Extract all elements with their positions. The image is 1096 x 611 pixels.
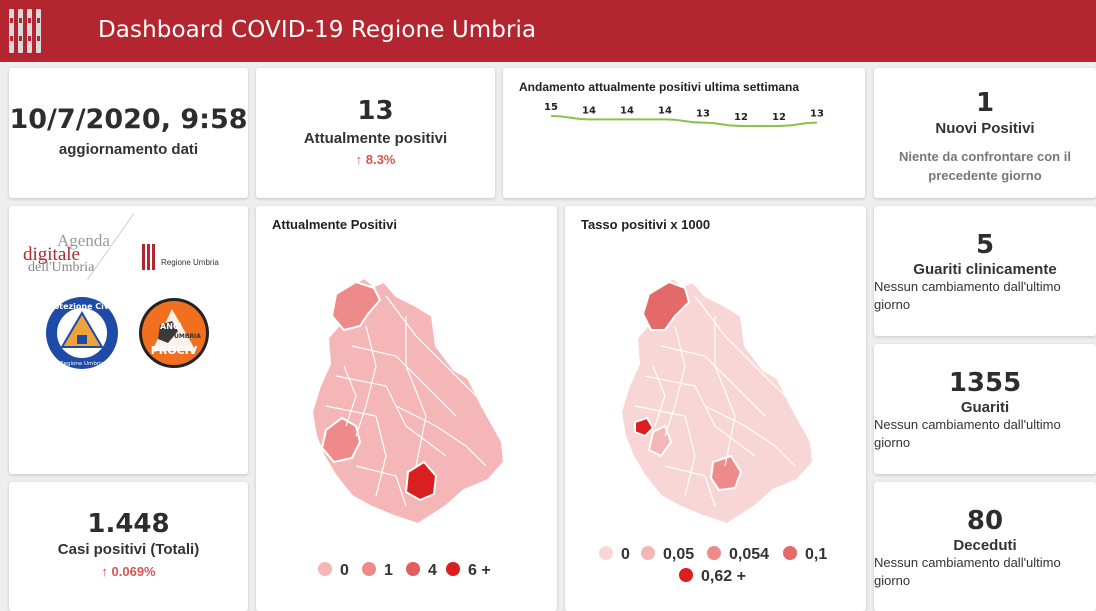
protezione-regione-text: Regione Umbria (60, 361, 104, 367)
map-positivi-card: Attualmente Positivi 0 1 4 6 + (256, 206, 557, 611)
legend-item: 0,054 (707, 546, 769, 564)
totali-label: Casi positivi (Totali) (57, 541, 200, 558)
legend-item: 6 + (446, 562, 491, 580)
anci-prociv-logo: ANCI UMBRIA PROCIV (139, 298, 209, 368)
deceduti-label: Deceduti (953, 537, 1017, 554)
map-positivi-title: Attualmente Positivi (272, 217, 397, 232)
arrow-up-icon: ↑ (355, 152, 363, 167)
deceduti-value: 80 (966, 506, 1004, 536)
nuovi-value: 1 (975, 88, 995, 118)
nuovi-label: Nuovi Positivi (935, 120, 1035, 137)
map-positivi-legend: 0 1 4 6 + (318, 562, 557, 588)
umbria-map-positivi (310, 276, 506, 526)
map-tasso-title: Tasso positivi x 1000 (581, 217, 711, 232)
umbria-logo-icon (9, 9, 41, 53)
map-tasso-card: Tasso positivi x 1000 0 0,05 0,054 0,1 0… (565, 206, 866, 611)
agenda-text: Agenda (57, 231, 110, 250)
top-header: Dashboard COVID-19 Regione Umbria (0, 0, 1096, 62)
arrow-up-icon: ↑ (101, 564, 108, 579)
update-label: aggiornamento dati (58, 141, 199, 158)
regione-umbria-icon (142, 244, 155, 270)
update-card: 10/7/2020, 9:58 aggiornamento dati (9, 68, 248, 198)
trend-point-label: 12 (772, 112, 786, 123)
guariti-note: Nessun cambiamento dall'ultimo giorno (874, 417, 1061, 450)
legend-item: 1 (362, 562, 393, 580)
regione-umbria-text: Regione Umbria (161, 258, 219, 267)
dashboard-title: Dashboard COVID-19 Regione Umbria (98, 17, 537, 43)
protezione-civile-logo: Protezione Civile Regione Umbria (44, 297, 120, 369)
trend-sparkline: 15 14 14 14 13 12 12 13 (544, 102, 824, 127)
legend-item: 0 (318, 562, 349, 580)
guariti-value: 1355 (948, 368, 1022, 398)
digitale-text: digitale (23, 244, 80, 265)
positivi-value: 13 (357, 96, 394, 126)
legend-swatch (783, 546, 797, 560)
guariti-clin-value: 5 (975, 230, 995, 260)
trend-point-label: 15 (544, 102, 558, 113)
protezione-civile-text: Protezione Civile (44, 302, 120, 311)
deceduti-note: Nessun cambiamento dall'ultimo giorno (874, 555, 1061, 588)
trend-title: Andamento attualmente positivi ultima se… (519, 80, 800, 94)
trend-point-label: 13 (810, 109, 824, 120)
nuovi-note: Niente da confrontare con il precedente … (899, 149, 1071, 183)
anci-text: ANCI (160, 322, 182, 331)
legend-item: 0,05 (641, 546, 694, 564)
umbria-text: dell'Umbria (28, 260, 95, 275)
trend-point-label: 14 (658, 105, 672, 116)
positivi-label: Attualmente positivi (303, 130, 448, 147)
umbria-map-tasso (619, 276, 815, 526)
trend-point-label: 12 (734, 112, 748, 123)
guariti-clin-card: 5 Guariti clinicamente Nessun cambiament… (874, 206, 1096, 336)
trend-card: Andamento attualmente positivi ultima se… (503, 68, 865, 198)
legend-item: 0,1 (783, 546, 827, 564)
legend-swatch (599, 546, 613, 560)
trend-point-label: 14 (620, 105, 634, 116)
legend-swatch (679, 568, 693, 582)
prociv-text: PROCIV (151, 344, 198, 357)
totali-card: 1.448 Casi positivi (Totali) ↑ 0.069% (9, 482, 248, 611)
deceduti-card: 80 Deceduti Nessun cambiamento dall'ulti… (874, 482, 1096, 611)
trend-point-label: 14 (582, 105, 596, 116)
legend-swatch (707, 546, 721, 560)
guariti-card: 1355 Guariti Nessun cambiamento dall'ult… (874, 344, 1096, 474)
logos-card: Agenda digitale dell'Umbria Regione Umbr… (9, 206, 248, 474)
positivi-change: ↑ 8.3% (355, 152, 396, 167)
legend-swatch (362, 562, 376, 576)
guariti-label: Guariti (960, 399, 1010, 416)
legend-swatch (406, 562, 420, 576)
agenda-digitale-logo: Agenda digitale dell'Umbria (23, 231, 123, 279)
legend-swatch (641, 546, 655, 560)
trend-point-label: 13 (696, 109, 710, 120)
legend-item: 4 (406, 562, 437, 580)
totali-value: 1.448 (87, 509, 170, 539)
positivi-card: 13 Attualmente positivi ↑ 8.3% (256, 68, 495, 198)
totali-change: ↑ 0.069% (101, 564, 156, 579)
update-datetime: 10/7/2020, 9:58 (9, 104, 248, 135)
guariti-clin-note: Nessun cambiamento dall'ultimo giorno (874, 279, 1061, 312)
legend-swatch (318, 562, 332, 576)
anci-umbria-text: UMBRIA (174, 333, 201, 340)
legend-swatch (446, 562, 460, 576)
map-tasso-legend: 0 0,05 0,054 0,1 0,62 + (599, 546, 859, 596)
guariti-clin-label: Guariti clinicamente (913, 261, 1057, 278)
nuovi-card: 1 Nuovi Positivi Niente da confrontare c… (874, 68, 1096, 198)
legend-item: 0 (599, 546, 630, 564)
trend-line (550, 115, 818, 127)
legend-item: 0,62 + (679, 568, 746, 586)
